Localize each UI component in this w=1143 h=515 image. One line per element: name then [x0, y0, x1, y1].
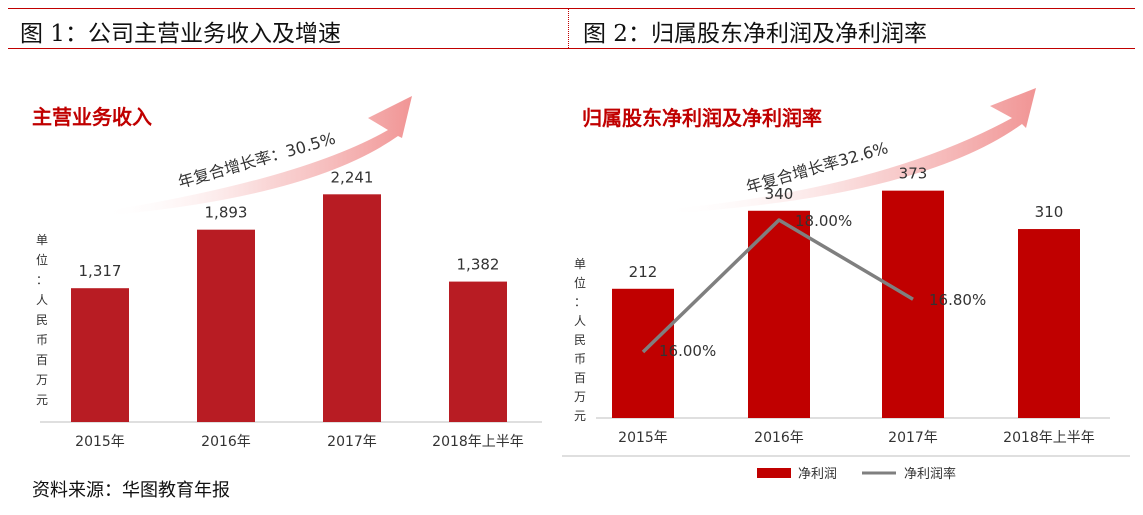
chart2-category-label: 2017年 [888, 430, 938, 446]
growth-arrow [100, 96, 412, 216]
chart2-margin-label: 18.00% [795, 212, 852, 230]
chart1-value-label: 1,317 [79, 262, 122, 280]
chart1-category-label: 2018年上半年 [432, 434, 524, 450]
figure2-title: 图 2：归属股东净利润及净利润率 [583, 21, 927, 47]
chart2-bar [748, 210, 810, 418]
chart2-category-label: 2016年 [754, 430, 804, 446]
chart1-value-label: 1,893 [205, 204, 248, 222]
chart1-value-label: 1,382 [457, 256, 500, 274]
chart2-ylabel: 单位：人民币百万元 [574, 257, 586, 423]
chart1-category-label: 2017年 [327, 434, 377, 450]
header-bottom-rule [8, 48, 1135, 49]
chart2-bar [1018, 229, 1080, 418]
legend-label-bar: 净利润 [798, 467, 837, 482]
chart1-bar [323, 194, 381, 422]
chart2-bar [882, 190, 944, 418]
source-note: 资料来源：华图教育年报 [32, 480, 230, 501]
chart1-bar [71, 288, 129, 422]
chart1-value-label: 2,241 [331, 168, 374, 186]
chart1-bar [449, 281, 507, 422]
legend-label-line: 净利润率 [904, 466, 956, 482]
chart2-margin-label: 16.00% [659, 342, 716, 360]
chart1-title: 主营业务收入 [32, 105, 152, 129]
chart1-category-label: 2016年 [201, 434, 251, 450]
chart2-margin-label: 16.80% [929, 291, 986, 309]
figure1-title: 图 1：公司主营业务收入及增速 [20, 21, 341, 47]
growth-arrow [660, 88, 1036, 214]
chart1-category-label: 2015年 [75, 434, 125, 450]
legend-swatch-bar [757, 468, 791, 478]
chart1-ylabel: 单位：人民币百万元 [36, 233, 48, 407]
chart2-value-label: 310 [1035, 203, 1064, 221]
chart2-category-label: 2015年 [618, 430, 668, 446]
chart1-bar [197, 229, 255, 422]
header-divider [568, 9, 569, 48]
chart2-title: 归属股东净利润及净利润率 [582, 106, 822, 130]
chart2-value-label: 212 [629, 263, 658, 281]
chart2-value-label: 340 [765, 185, 794, 203]
chart2-margin-line [641, 218, 914, 354]
chart2-category-label: 2018年上半年 [1003, 430, 1095, 446]
header-top-rule [8, 8, 1135, 9]
chart2-bar [612, 288, 674, 418]
chart2-value-label: 373 [899, 165, 928, 183]
